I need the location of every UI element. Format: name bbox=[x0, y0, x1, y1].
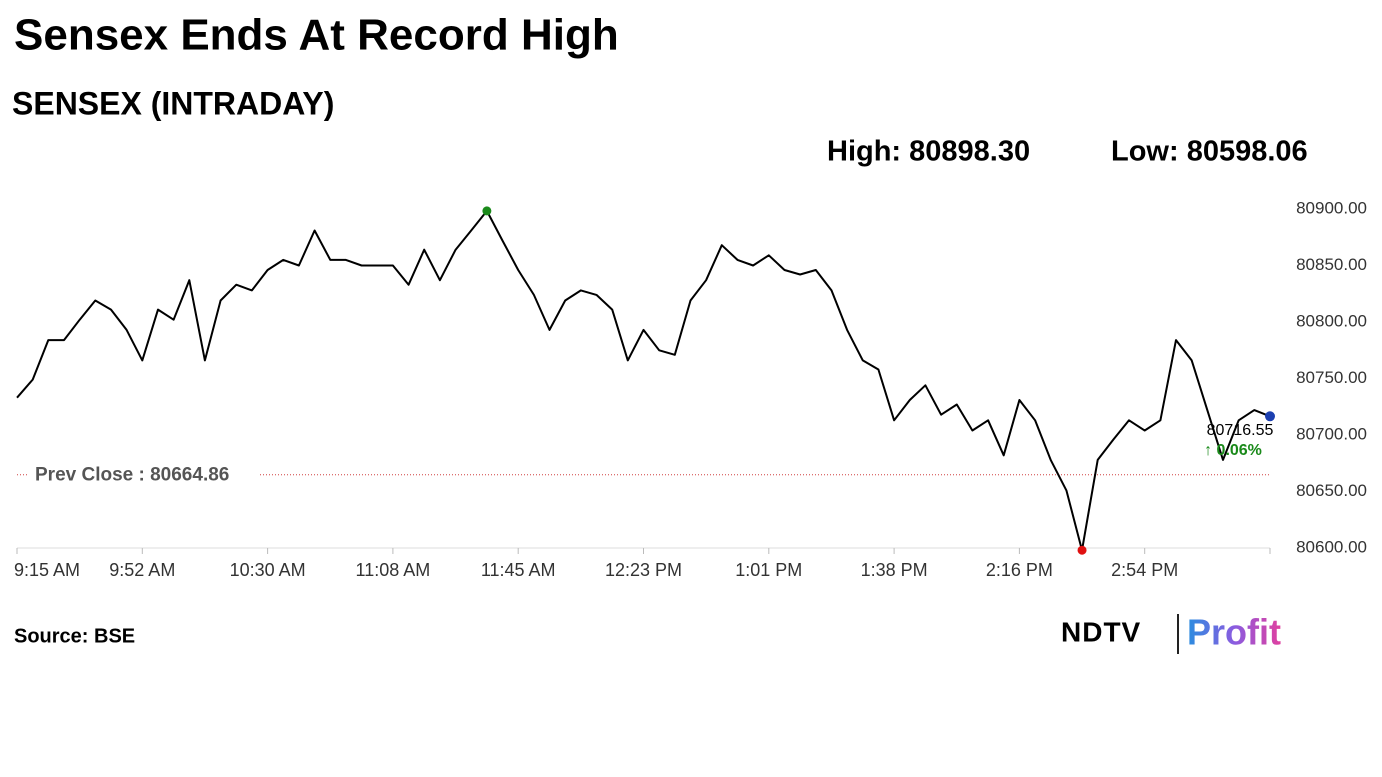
chart-title: Sensex Ends At Record High bbox=[14, 11, 619, 60]
high-point bbox=[482, 206, 492, 216]
brand-sub: Profit bbox=[1187, 612, 1281, 653]
x-tick-label: 1:01 PM bbox=[735, 560, 802, 580]
y-tick-label: 80850.00 bbox=[1296, 255, 1367, 274]
low-label: Low: 80598.06 bbox=[1111, 136, 1308, 168]
x-tick-label: 11:45 AM bbox=[481, 560, 556, 580]
change-label: ↑ 0.06% bbox=[1204, 442, 1262, 459]
y-tick-label: 80600.00 bbox=[1296, 537, 1367, 556]
x-tick-label: 9:52 AM bbox=[109, 560, 175, 580]
y-tick-label: 80800.00 bbox=[1296, 311, 1367, 330]
last-value-label: 80716.55 bbox=[1207, 422, 1274, 439]
x-tick-label: 9:15 AM bbox=[14, 560, 80, 580]
y-tick-label: 80650.00 bbox=[1296, 481, 1367, 500]
y-tick-label: 80900.00 bbox=[1296, 198, 1367, 217]
chart-subtitle: SENSEX (INTRADAY) bbox=[12, 85, 334, 121]
x-tick-label: 1:38 PM bbox=[861, 560, 928, 580]
prev-close-label: Prev Close : 80664.86 bbox=[35, 465, 229, 486]
last-point bbox=[1265, 411, 1275, 422]
x-tick-label: 2:54 PM bbox=[1111, 560, 1178, 580]
high-label: High: 80898.30 bbox=[827, 136, 1030, 168]
x-tick-label: 12:23 PM bbox=[605, 560, 682, 580]
x-tick-label: 2:16 PM bbox=[986, 560, 1053, 580]
prev-close-label-bg bbox=[28, 461, 260, 488]
x-tick-label: 11:08 AM bbox=[356, 560, 431, 580]
price-line bbox=[16, 209, 1271, 552]
y-tick-label: 80750.00 bbox=[1296, 368, 1367, 387]
source: Source: BSE bbox=[14, 625, 135, 647]
brand-logo: NDTV bbox=[1061, 616, 1141, 647]
low-point bbox=[1077, 545, 1087, 555]
y-tick-label: 80700.00 bbox=[1296, 424, 1367, 443]
x-tick-label: 10:30 AM bbox=[230, 560, 306, 580]
